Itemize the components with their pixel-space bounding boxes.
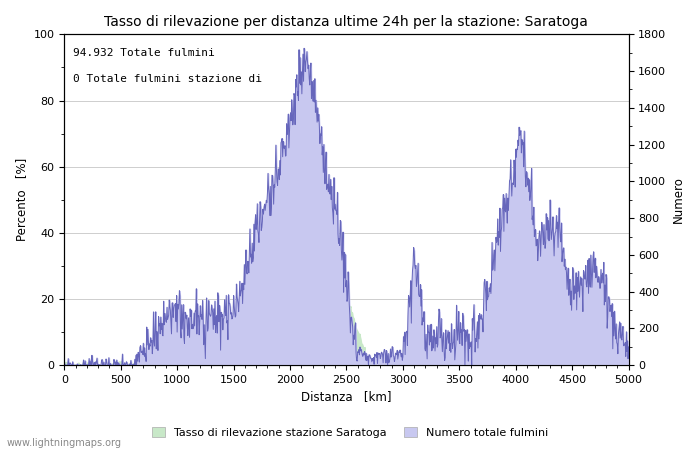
- Title: Tasso di rilevazione per distanza ultime 24h per la stazione: Saratoga: Tasso di rilevazione per distanza ultime…: [104, 15, 589, 29]
- Text: 94.932 Totale fulmini: 94.932 Totale fulmini: [73, 48, 214, 58]
- Y-axis label: Numero: Numero: [672, 176, 685, 223]
- X-axis label: Distanza   [km]: Distanza [km]: [301, 391, 392, 404]
- Y-axis label: Percento   [%]: Percento [%]: [15, 158, 28, 241]
- Text: 0 Totale fulmini stazione di: 0 Totale fulmini stazione di: [73, 74, 262, 84]
- Text: www.lightningmaps.org: www.lightningmaps.org: [7, 438, 122, 448]
- Legend: Tasso di rilevazione stazione Saratoga, Numero totale fulmini: Tasso di rilevazione stazione Saratoga, …: [148, 423, 552, 442]
